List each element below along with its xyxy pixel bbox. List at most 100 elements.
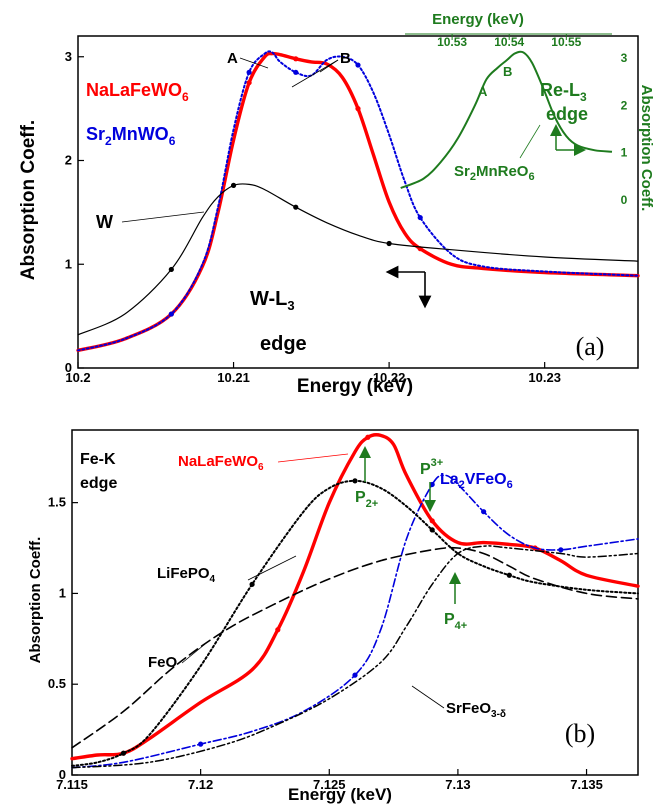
legend-lifepo4: LiFePO4 [157,565,216,585]
panel-b-marker-la2vfeo6 [352,672,358,678]
panel-b-marker-nalafewo6 [365,434,371,440]
inset-ticks: 10.53 10.54 10.55 0 1 2 3 [405,33,628,207]
legend-nalafewo6-b: NaLaFeWO6 [178,453,264,473]
panel-b-frame [71,429,639,776]
p3-label: P3+ [420,457,443,478]
panel-a-series-nalafewo6 [76,51,640,353]
feo-leader [181,639,211,664]
legend-la2vfeo6: La2VFeO6 [440,471,513,491]
w-l3-edge-word: edge [260,333,307,355]
panel-a-marker-sr2mnwo6 [417,214,423,221]
panel-a-marker-w [293,204,299,210]
panel-a-marker-w [386,240,392,247]
inset-xtick-label: 10.55 [551,35,581,49]
legend-w: W [96,212,113,232]
panel-b-marker-lifepo4 [352,478,358,484]
panel-a-marker-sr2mnwo6 [355,62,361,68]
panel-a-xlabel: Energy (keV) [297,376,413,397]
inset-peak-A: A [478,84,488,99]
panel-b-series [70,433,640,769]
p2-label: P2+ [355,489,378,510]
panel-b-xtick-label: 7.12 [188,777,213,792]
inset-edge-word: edge [546,104,588,124]
panel-b-series-la2vfeo6 [71,474,639,769]
panel-a-xtick-label: 10.23 [528,370,561,385]
panel-a-xtick-label: 10.21 [217,370,250,385]
panel-b-ticks: 7.115 7.12 7.125 7.13 7.135 0 0.5 1 1.5 [48,495,603,792]
inset-re-l3: 10.53 10.54 10.55 0 1 2 3 Energy (keV) Absorpt… [400,11,654,212]
panel-a-series-w [77,183,639,336]
panel-b-ytick-label: 1.5 [48,495,66,510]
panel-a-marker-sr2mnwo6 [168,311,174,317]
panel-a-marker-w [230,182,237,188]
inset-series [400,50,613,189]
peak-B-leader-2 [319,59,339,73]
panel-a: 10.2 10.21 10.22 10.23 0 1 2 3 Energy (keV) Abs… [18,11,654,397]
panel-b-marker-la2vfeo6 [481,509,487,515]
panel-b-marker-nalafewo6 [429,518,435,524]
panel-b-marker-la2vfeo6 [429,481,435,488]
panel-a-ytick-label: 1 [65,256,72,271]
panel-a-ytick-label: 2 [65,153,72,168]
inset-ylabel: Absorption Coeff. [638,85,654,212]
w-leader [121,211,205,223]
panel-a-label: (a) [576,332,605,361]
srfeo3-leader [411,685,445,709]
fe-k-label: Fe-K [80,451,116,468]
panel-b-xtick-label: 7.13 [445,777,470,792]
panel-b-series-nalafewo6 [70,433,640,761]
panel-a-marker-nalafewo6 [355,106,361,112]
panel-a-ytick-label: 3 [65,49,72,64]
panel-b-ytick-label: 1 [59,585,66,600]
inset-ytick-label: 2 [621,98,628,112]
panel-a-marker-sr2mnwo6 [293,69,299,75]
peak-B-leader-1 [291,59,339,88]
fe-k-edge-word: edge [80,475,117,492]
panel-b-marker-lifepo4 [429,527,435,533]
panel-b-marker-lifepo4 [506,572,512,578]
peak-label-B: B [340,50,351,67]
panel-b: 7.115 7.12 7.125 7.13 7.135 0 0.5 1 1.5 Energy (… [27,429,640,804]
panel-a-ticks: 10.2 10.21 10.22 10.23 0 1 2 3 [65,49,561,385]
peak-label-A: A [227,50,238,67]
legend-feo: FeO [148,654,178,671]
panel-b-ytick-label: 0.5 [48,676,66,691]
panel-b-marker-lifepo4 [249,581,255,587]
panel-a-frame [77,35,639,369]
panel-b-series-lifepo4 [71,479,639,767]
inset-xlabel: Energy (keV) [432,11,524,28]
legend-nalafewo6-a: NaLaFeWO6 [86,80,189,104]
panel-a-ylabel: Absorption Coeff. [18,120,39,280]
panel-b-xtick-label: 7.115 [56,777,88,792]
inset-legend-sr2mnreo6: Sr2MnReO6 [454,163,535,183]
legend-srfeo3: SrFeO3-δ [446,700,506,720]
w-l3-edge-label: W-L3 [250,288,295,313]
panel-a-xtick-label: 10.2 [65,370,90,385]
panel-b-marker-lifepo4 [120,750,127,756]
panel-b-marker-la2vfeo6 [558,547,564,553]
panel-a-ytick-label: 0 [65,360,72,375]
inset-xtick-label: 10.54 [494,35,524,49]
peak-A-leader [239,57,269,69]
panel-b-xlabel: Energy (keV) [288,785,392,804]
inset-peak-B: B [503,64,512,79]
panel-a-marker-sr2mnwo6 [246,69,252,75]
inset-ytick-label: 0 [621,193,628,207]
panel-b-ytick-label: 0 [59,767,66,782]
nalafewo6-b-leader [277,453,349,463]
panel-a-marker-nalafewo6 [246,80,252,86]
inset-ytick-label: 1 [621,146,628,160]
panel-b-marker-la2vfeo6 [198,741,204,747]
panel-b-marker-nalafewo6 [275,627,281,633]
panel-b-xtick-label: 7.125 [313,777,346,792]
panel-b-xtick-label: 7.135 [570,777,603,792]
panel-b-series-srfeo3- [71,545,639,769]
panel-a-marker-w [168,266,174,273]
inset-xtick-label: 10.53 [437,35,467,49]
inset-label-leader [519,124,541,159]
panel-a-xtick-label: 10.22 [373,370,406,385]
p4-label: P4+ [444,611,467,632]
legend-sr2mnwo6: Sr2MnWO6 [86,124,176,148]
lifepo4-leader [247,555,297,581]
